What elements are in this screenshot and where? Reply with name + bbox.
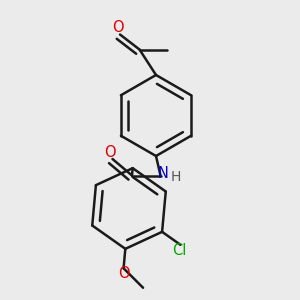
Text: O: O [118,266,129,281]
Text: Cl: Cl [172,243,186,258]
Text: H: H [171,170,181,184]
Text: O: O [104,145,115,160]
Text: O: O [112,20,123,34]
Text: N: N [158,167,168,182]
